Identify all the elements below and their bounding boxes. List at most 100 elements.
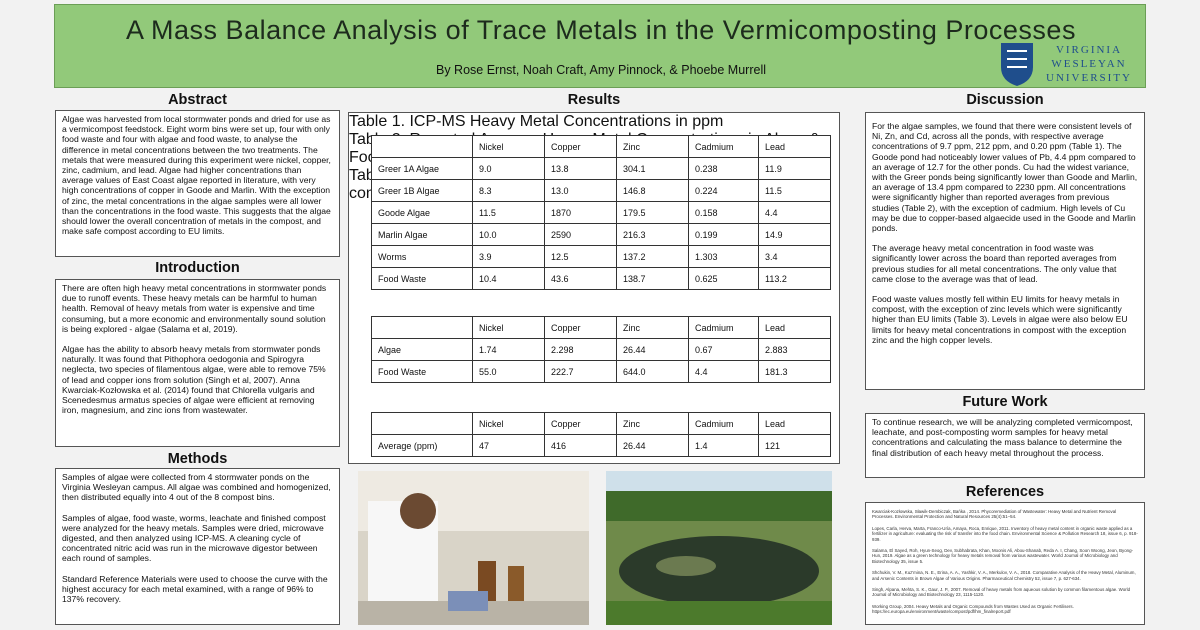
table-cell: 304.1 (616, 157, 689, 180)
table-cell: 121 (758, 434, 831, 457)
section-box: Algae was harvested from local stormwate… (55, 110, 340, 257)
table-cell: 11.9 (758, 157, 831, 180)
table-header-row: Nickel Copper Zinc Cadmium Lead (371, 412, 831, 435)
row-header: Worms (371, 245, 473, 268)
paragraph: Shchukin, V. M., Kuz'mina, N. E., Erina,… (872, 570, 1136, 581)
logo-text: WESLEYAN (1051, 58, 1126, 70)
paragraph: Kwarciak-Kozłowska, Sławik-Dembiczak, Ba… (872, 509, 1117, 520)
table-cell: 113.2 (758, 267, 831, 290)
table-cell: 2.298 (544, 338, 617, 361)
table-cell: 2.883 (758, 338, 831, 361)
table-cell: 8.3 (472, 179, 545, 202)
row-header: Goode Algae (371, 201, 473, 224)
table-row: Food Waste 10.4 43.6 138.7 0.625 113.2 (371, 267, 831, 290)
column-header: Cadmium (688, 412, 759, 435)
table-cell: 216.3 (616, 223, 689, 246)
section-box: To continue research, we will be analyzi… (865, 413, 1145, 478)
paragraph: Singh, Alpana, Mehta, S. K., Gaur, J. P.… (872, 587, 1131, 598)
column-header: Zinc (616, 135, 689, 158)
table-row: Goode Algae 11.5 1870 179.5 0.158 4.4 (371, 201, 831, 224)
table-cell: 0.67 (688, 338, 759, 361)
row-header: Algae (371, 338, 473, 361)
section-heading: Future Work (962, 394, 1048, 410)
table-cell: 47 (472, 434, 545, 457)
table-cell: 10.0 (472, 223, 545, 246)
title: A Mass Balance Analysis of Trace Metals … (126, 15, 1076, 45)
section-heading: Abstract (168, 92, 227, 108)
paragraph: Working Group, 2004. Heavy Metals and Or… (872, 603, 1074, 615)
paragraph: Standard Reference Materials were used t… (62, 573, 328, 605)
paragraph: To continue research, we will be analyzi… (872, 417, 1133, 458)
header-band: A Mass Balance Analysis of Trace Metals … (54, 4, 1146, 88)
table-cell: 2590 (544, 223, 617, 246)
table-header-row: Nickel Copper Zinc Cadmium Lead (371, 135, 831, 158)
table-cell: 181.3 (758, 360, 831, 383)
table-cell: 1870 (544, 201, 617, 224)
table-cell: 416 (544, 434, 617, 457)
section-box: For the algae samples, we found that the… (865, 112, 1145, 390)
logo-text: VIRGINIA (1056, 44, 1122, 56)
table-cell: 43.6 (544, 267, 617, 290)
column-header: Nickel (472, 412, 545, 435)
row-header: Greer 1B Algae (371, 179, 473, 202)
table-cell: 179.5 (616, 201, 689, 224)
column-header: Cadmium (688, 316, 759, 339)
results-box: Table 1. ICP-MS Heavy Metal Concentratio… (348, 112, 840, 464)
table-cell: 4.4 (688, 360, 759, 383)
section-heading: Discussion (966, 92, 1044, 108)
table-corner (371, 412, 473, 435)
table-cell: 3.4 (758, 245, 831, 268)
table-cell: 146.8 (616, 179, 689, 202)
paragraph: Samples of algae were collected from 4 s… (62, 472, 331, 503)
table-cell: 26.44 (616, 434, 689, 457)
column-header: Lead (758, 135, 831, 158)
table-row: Greer 1A Algae 9.0 13.8 304.1 0.238 11.9 (371, 157, 831, 180)
column-header: Nickel (472, 135, 545, 158)
table-cell: 0.224 (688, 179, 759, 202)
row-header: Marlin Algae (371, 223, 473, 246)
table-cell: 14.9 (758, 223, 831, 246)
row-header: Food Waste (371, 360, 473, 383)
row-header: Average (ppm) (371, 434, 473, 457)
table-cell: 222.7 (544, 360, 617, 383)
section-box: There are often high heavy metal concent… (55, 279, 340, 447)
paragraph: Food waste values mostly fell within EU … (872, 294, 1128, 345)
table-cell: 10.4 (472, 267, 545, 290)
authors: By Rose Ernst, Noah Craft, Amy Pinnock, … (436, 63, 766, 77)
section-heading: References (965, 484, 1045, 500)
table-cell: 1.303 (688, 245, 759, 268)
paragraph: For the algae samples, we found that the… (872, 121, 1138, 234)
data-table: Nickel Copper Zinc Cadmium Lead Greer 1A Alga… (371, 135, 831, 290)
table-corner (371, 316, 473, 339)
table-cell: 0.199 (688, 223, 759, 246)
section-box: Kwarciak-Kozłowska, Sławik-Dembiczak, Ba… (865, 502, 1145, 625)
table-caption: Table 1. ICP-MS Heavy Metal Concentratio… (349, 113, 724, 130)
table-cell: 0.625 (688, 267, 759, 290)
paragraph: Salama, El Sayed, Roh, Hyun-Seog, Dev, S… (872, 548, 1133, 564)
table-cell: 55.0 (472, 360, 545, 383)
column-header: Nickel (472, 316, 545, 339)
table-cell: 4.4 (758, 201, 831, 224)
lab-photo (358, 471, 589, 625)
section-box: Samples of algae were collected from 4 s… (55, 468, 340, 625)
column-header: Lead (758, 412, 831, 435)
table-cell: 13.8 (544, 157, 617, 180)
column-header: Copper (544, 316, 617, 339)
data-table: Nickel Copper Zinc Cadmium Lead Average (ppm)… (371, 412, 831, 457)
table-cell: 11.5 (758, 179, 831, 202)
table-row: Average (ppm) 47 416 26.44 1.4 121 (371, 434, 831, 457)
table-cell: 3.9 (472, 245, 545, 268)
logo-text: UNIVERSITY (1046, 72, 1132, 84)
paragraph: Algae has the ability to absorb heavy me… (62, 344, 326, 416)
table-cell: 11.5 (472, 201, 545, 224)
column-header: Zinc (616, 316, 689, 339)
table-cell: 0.238 (688, 157, 759, 180)
column-header: Copper (544, 135, 617, 158)
table-row: Greer 1B Algae 8.3 13.0 146.8 0.224 11.5 (371, 179, 831, 202)
table-cell: 644.0 (616, 360, 689, 383)
table-cell: 26.44 (616, 338, 689, 361)
table-cell: 13.0 (544, 179, 617, 202)
paragraph: Algae was harvested from local stormwate… (62, 114, 331, 237)
table-cell: 1.4 (688, 434, 759, 457)
